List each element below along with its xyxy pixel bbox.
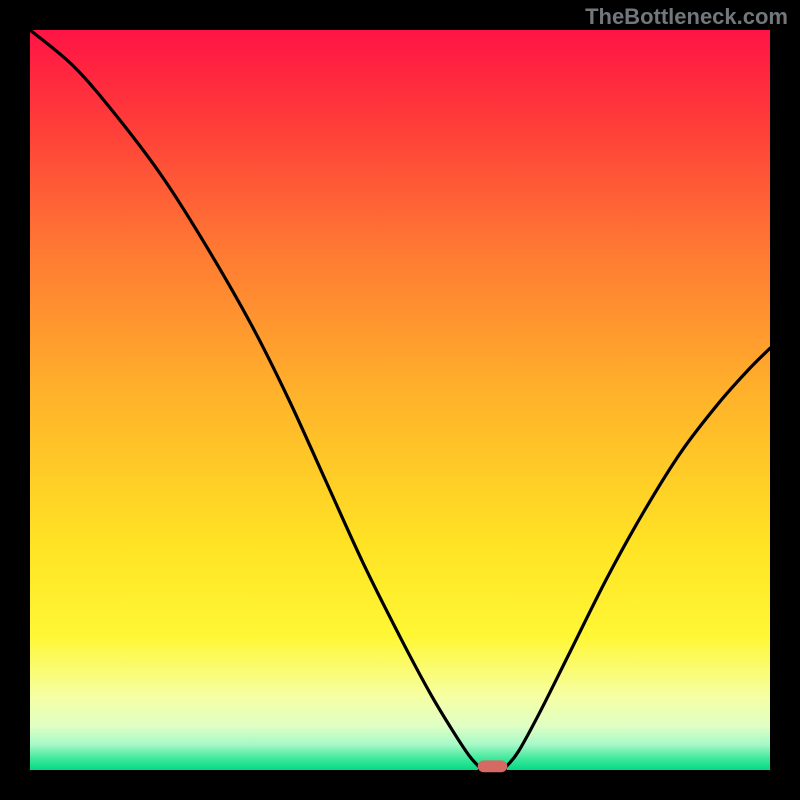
bottleneck-chart [0,0,800,800]
chart-container: TheBottleneck.com [0,0,800,800]
attribution-label: TheBottleneck.com [585,4,788,30]
optimum-marker [478,760,508,772]
plot-gradient [30,30,770,770]
